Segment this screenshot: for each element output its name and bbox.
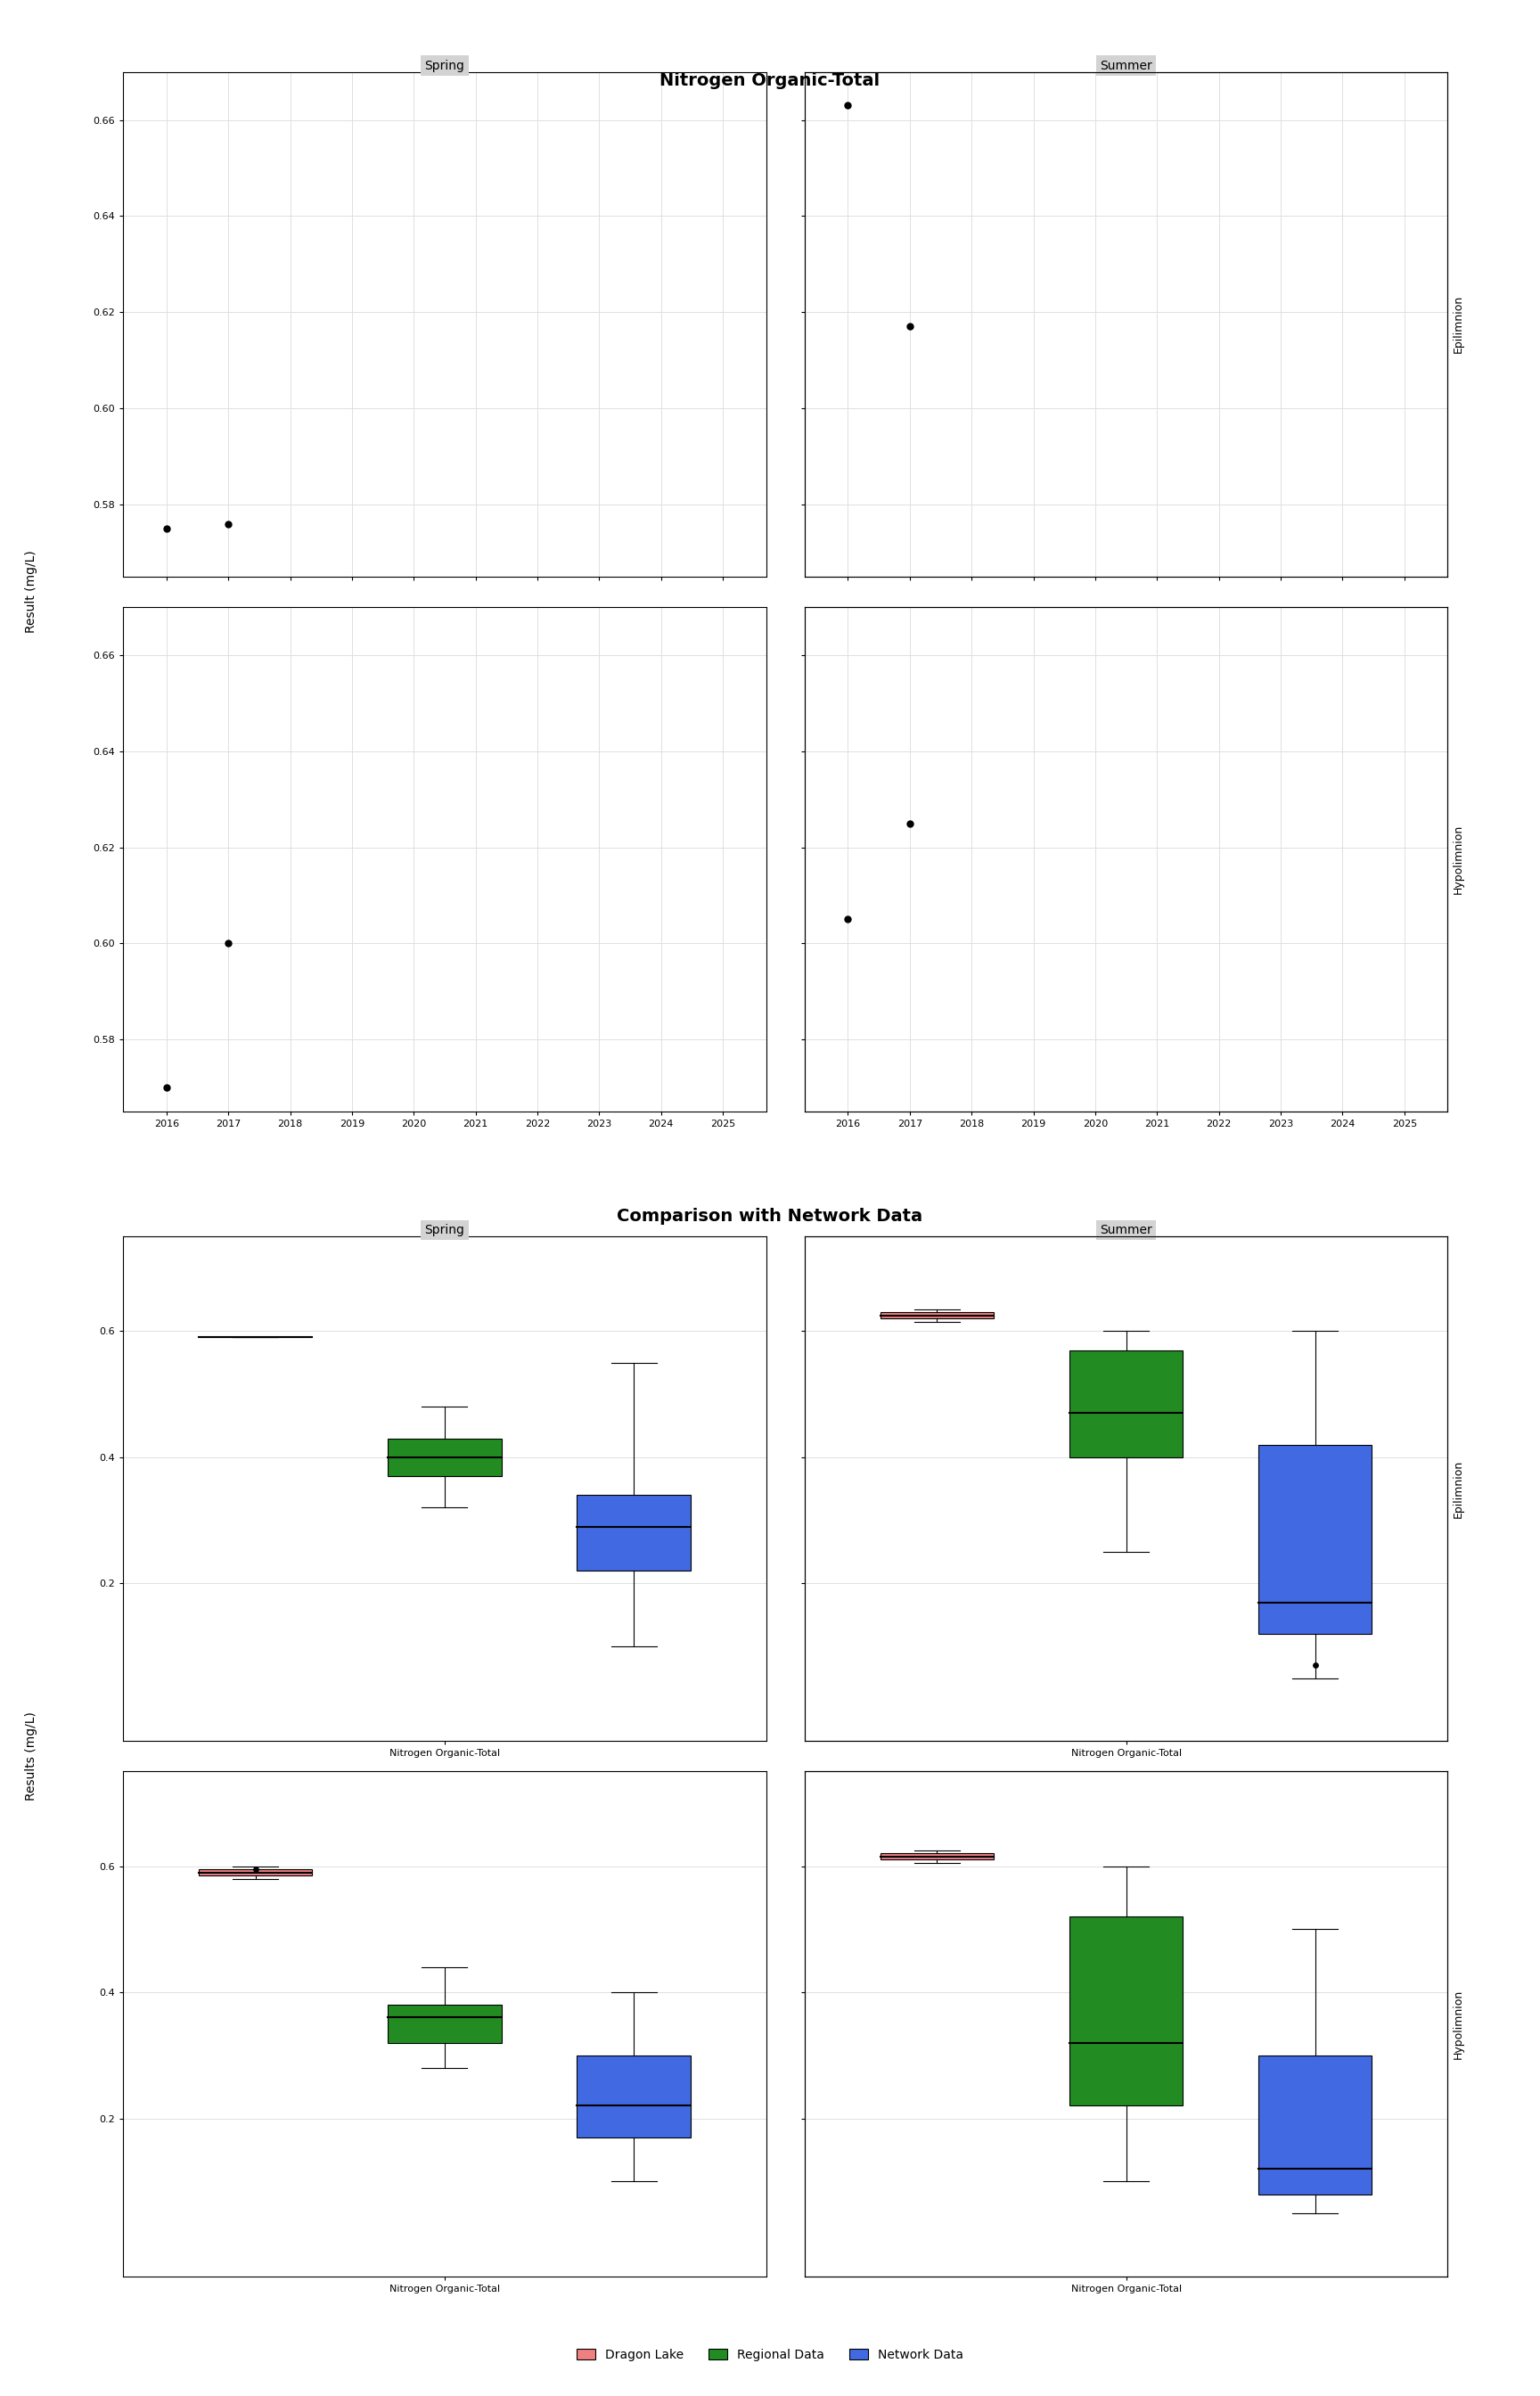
Y-axis label: Epilimnion: Epilimnion <box>1452 1459 1465 1519</box>
Bar <box>881 1855 993 1859</box>
Y-axis label: Hypolimnion: Hypolimnion <box>1452 824 1465 894</box>
Bar <box>578 2056 690 2137</box>
Title: Spring: Spring <box>425 1224 465 1236</box>
Title: Summer: Summer <box>1100 60 1152 72</box>
Bar <box>1258 1445 1372 1634</box>
Point <box>1303 1646 1327 1684</box>
Point <box>898 805 922 843</box>
Point <box>154 510 179 549</box>
Bar <box>388 1438 502 1476</box>
Bar <box>1069 1349 1183 1457</box>
Text: Comparison with Network Data: Comparison with Network Data <box>618 1208 922 1224</box>
Title: Summer: Summer <box>1100 1224 1152 1236</box>
Y-axis label: Hypolimnion: Hypolimnion <box>1452 1989 1465 2058</box>
Point <box>154 1069 179 1107</box>
Point <box>216 506 240 544</box>
Bar <box>1069 1917 1183 2106</box>
Text: Nitrogen Organic-Total: Nitrogen Organic-Total <box>659 72 881 89</box>
Point <box>898 307 922 345</box>
Bar <box>388 2005 502 2044</box>
Bar <box>199 1869 313 1876</box>
Text: Results (mg/L): Results (mg/L) <box>25 1711 37 1802</box>
Point <box>836 86 861 125</box>
Point <box>243 1850 268 1888</box>
Y-axis label: Epilimnion: Epilimnion <box>1452 295 1465 352</box>
Bar <box>881 1313 993 1318</box>
Point <box>216 925 240 963</box>
Text: Result (mg/L): Result (mg/L) <box>25 551 37 633</box>
Title: Spring: Spring <box>425 60 465 72</box>
Bar <box>1258 2056 1372 2195</box>
Legend: Dragon Lake, Regional Data, Network Data: Dragon Lake, Regional Data, Network Data <box>571 2343 969 2365</box>
Bar <box>578 1495 690 1572</box>
Point <box>836 901 861 939</box>
